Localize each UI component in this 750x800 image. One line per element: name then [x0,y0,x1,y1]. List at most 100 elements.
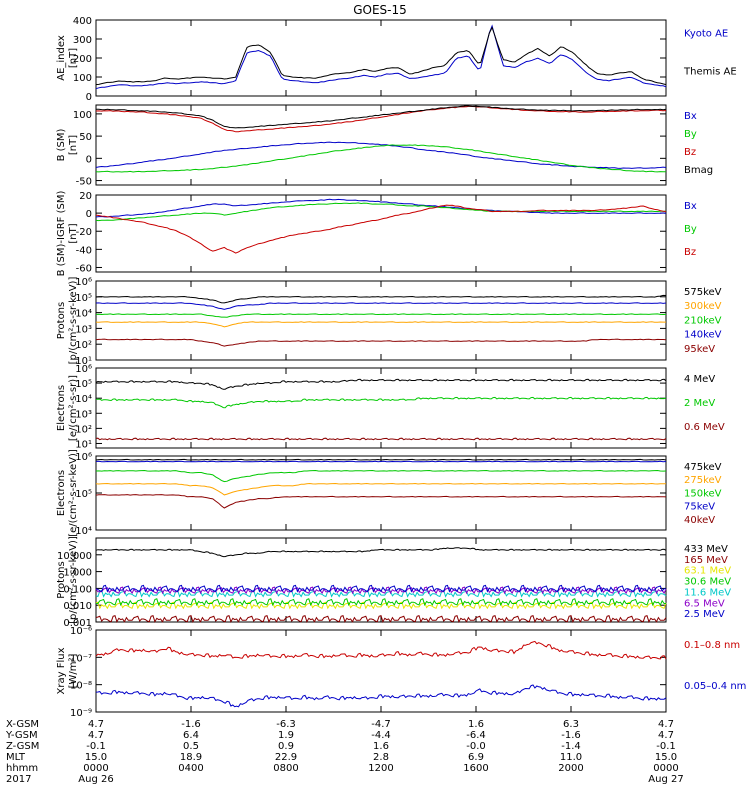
series-line-bigrf-0 [95,198,667,218]
legend-label: 210keV [684,315,722,326]
series-line-ae-0 [95,24,667,90]
ephemeris-row-label: Z-GSM [6,741,39,752]
legend-label: 30.6 MeV [684,577,731,588]
ephemeris-value: 1.6 [468,719,484,730]
legend-label: Bx [684,111,697,122]
y-tick-label: 20 [79,191,92,202]
series-line-bsm-1 [95,144,666,173]
y-tick-label: 10⁶ [75,277,92,288]
legend-label: 63.1 MeV [684,566,731,577]
legend-label: 275keV [684,475,722,486]
ephemeris-value: 22.9 [275,752,297,763]
ephemeris-value: -0.1 [86,741,106,752]
y-tick-label: 100 [73,73,92,84]
legend-label: 4 MeV [684,374,715,385]
ephemeris-value: 1.9 [278,730,294,741]
panel-protons1: 10¹ 10² 10³ 10⁴ 10⁵ 10⁶ Protons [p/(cm²-s-sr-ke… [56,277,722,367]
series-line-protons2-0 [95,547,667,558]
panel-frame [95,280,667,361]
legend-label: Themis AE [683,67,737,78]
y-tick-label: 10⁵ [75,379,92,390]
series-line-bsm-3 [95,105,667,129]
series-line-electrons1-2 [95,437,667,441]
y-axis-unit: [p/(cm²-s-sr-keV)] [68,277,79,365]
y-tick-label: 10³ [75,409,92,420]
ephemeris-row-label: hhmm [6,763,38,774]
y-tick-label: 0.100 [63,584,92,595]
y-tick-label: 400 [73,16,92,27]
ephemeris-value: -6.4 [466,730,486,741]
panel-frame [95,455,667,531]
ephemeris-value: 6.4 [183,730,199,741]
series-line-xray-0 [95,640,667,660]
legend-label: 2.5 MeV [684,609,725,620]
y-tick-label: 0.010 [63,601,92,612]
legend-label: 433 MeV [684,544,728,555]
y-axis-unit: [p/(cm²-s-sr-keV)] [68,536,79,624]
series-line-electrons1-1 [95,396,667,409]
y-tick-label: 10² [75,424,92,435]
y-tick-label: 300 [73,35,92,46]
series-line-bsm-2 [95,105,667,133]
ephemeris-row-label: X-GSM [6,719,39,730]
panel-bsm: -50 0 50 100 B (SM) [nT] Bx By Bz Bmag [56,104,713,188]
panel-bigrf: -60 -40 -20 0 20 B (SM)-IGRF (SM) [nT] Bx By Bz [56,191,697,277]
series-line-protons1-2 [95,313,667,318]
series-line-xray-1 [95,684,667,708]
ephemeris-value: -0.1 [656,741,676,752]
series-line-protons2-3 [96,598,666,607]
ephemeris-value: -1.6 [561,730,581,741]
series-line-bigrf-2 [95,204,667,254]
ephemeris-value: 11.0 [560,752,582,763]
y-axis-label: Electrons [56,385,67,431]
ephemeris-value: 15.0 [655,752,677,763]
y-tick-label: 1.000 [63,568,92,579]
legend-label: Bmag [684,165,713,176]
y-tick-label: 10² [75,340,92,351]
legend-label: 150keV [684,488,722,499]
ephemeris-value: 4.7 [658,730,674,741]
y-tick-label: 0 [86,154,92,165]
series-line-electrons2-4 [95,494,667,509]
y-tick-label: 100 [73,110,92,121]
y-axis-unit: [nT] [68,135,79,155]
ephemeris-value: 0.9 [278,741,294,752]
legend-label: By [684,129,697,140]
series-line-ae-1 [95,26,667,86]
y-tick-label: 10³ [75,324,92,335]
legend-label: 575keV [684,287,722,298]
series-line-protons2-2 [95,601,667,610]
panel-frame [95,537,667,623]
panel-ae: 0 100 200 300 400 AE_index [nT] Kyoto AE Themis … [56,16,737,103]
y-tick-label: 10⁴ [75,526,92,537]
y-tick-label: 10⁶ [75,364,92,375]
panel-frame [95,19,667,97]
legend-label: 2 MeV [684,398,715,409]
y-tick-label: 10⁴ [75,394,92,405]
ephemeris-value: -1.4 [561,741,581,752]
y-tick-label: 10⁻⁸ [70,681,92,692]
y-tick-label: 10⁻⁶ [70,626,92,637]
legend-label: By [684,224,697,235]
legend-label: 165 MeV [684,555,728,566]
series-line-protons2-6 [95,584,666,593]
ephemeris-value: 0000 [653,763,678,774]
ephemeris-row-label: 2017 [6,774,31,785]
y-tick-label: 10⁴ [75,309,92,320]
series-line-protons1-1 [95,321,666,328]
ephemeris-table: X-GSM 4.7 -1.6 -6.3 -4.7 1.6 6.3 4.7 Y-GSM 4.7 6.4… [5,719,684,785]
ephemeris-value: -4.7 [371,719,391,730]
ephemeris-value: -4.4 [371,730,391,741]
y-axis-label: Xray Flux [56,647,67,694]
y-tick-label: 10⁶ [75,452,92,463]
ephemeris-value: 15.0 [85,752,107,763]
ephemeris-value: 4.7 [88,719,104,730]
ephemeris-value: 0.5 [183,741,199,752]
y-axis-label: AE_index [56,35,67,81]
series-line-protons1-0 [95,294,667,304]
ephemeris-value: -0.0 [466,741,486,752]
ephemeris-row-label: MLT [6,752,26,763]
